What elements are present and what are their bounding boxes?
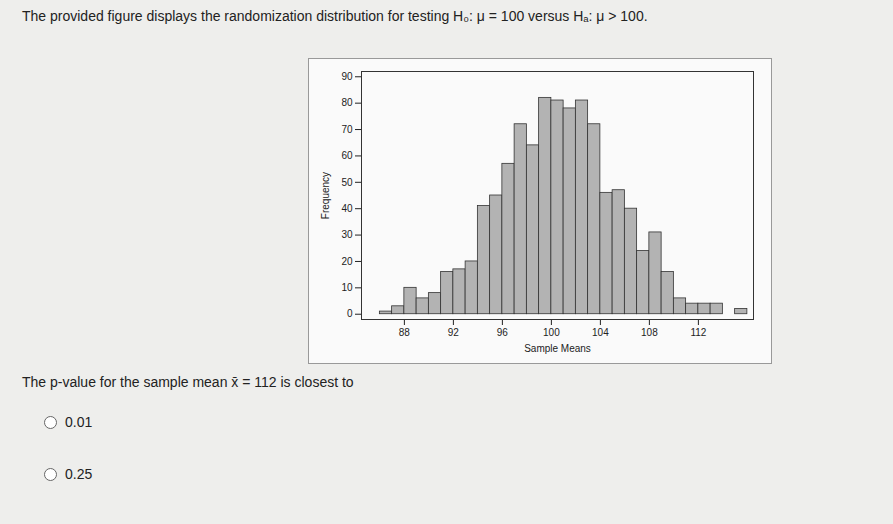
- html-text:The p-value for the sample mea: The p-value for the sample mean x̄ = 112…: [22, 374, 354, 390]
- svg-text:30: 30: [341, 229, 353, 240]
- svg-text:0: 0: [347, 308, 353, 319]
- svg-text:70: 70: [341, 124, 353, 135]
- html-text:The provided figure displays t: The provided figure displays the randomi…: [22, 8, 648, 24]
- svg-text:90: 90: [341, 71, 353, 82]
- svg-text:20: 20: [341, 256, 353, 267]
- svg-text:10: 10: [341, 282, 353, 293]
- html-text:0.25: 0.25: [65, 466, 93, 482]
- svg-text:96: 96: [497, 327, 509, 338]
- svg-text:Frequency: Frequency: [320, 172, 331, 219]
- svg-text:92: 92: [448, 327, 460, 338]
- svg-text:112: 112: [690, 327, 706, 338]
- svg-text:88: 88: [399, 327, 411, 338]
- svg-text:60: 60: [341, 150, 353, 161]
- svg-text:108: 108: [641, 327, 658, 338]
- svg-text:Sample Means: Sample Means: [524, 343, 591, 354]
- svg-text:40: 40: [341, 203, 353, 214]
- svg-text:100: 100: [543, 327, 560, 338]
- svg-text:80: 80: [341, 97, 353, 108]
- html-text:0.01: 0.01: [65, 414, 93, 430]
- svg-text:104: 104: [592, 327, 609, 338]
- svg-text:50: 50: [341, 177, 353, 188]
